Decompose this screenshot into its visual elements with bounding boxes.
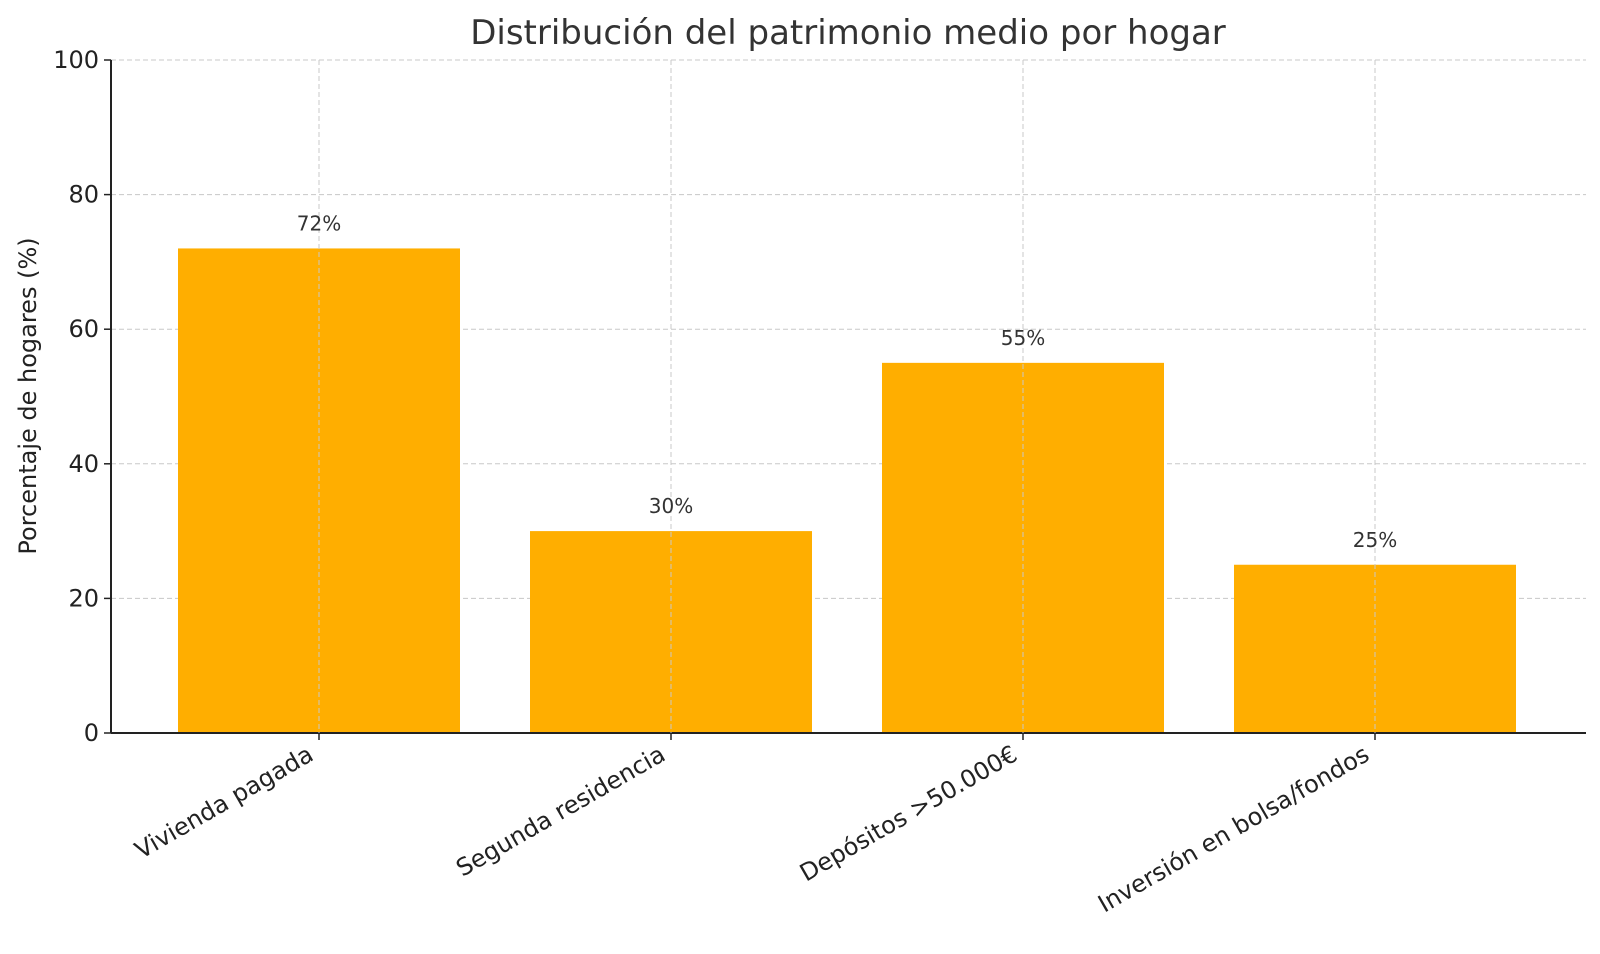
- x-tick-label-3: Inversión en bolsa/fondos: [1093, 740, 1374, 918]
- y-tick-label-5: 100: [53, 46, 99, 74]
- data-label-3: 25%: [1353, 528, 1397, 552]
- chart-title: Distribución del patrimonio medio por ho…: [470, 13, 1226, 53]
- y-tick-label-2: 40: [68, 450, 99, 478]
- y-tick-label-0: 0: [84, 719, 99, 747]
- y-axis-label: Porcentaje de hogares (%): [14, 237, 42, 554]
- x-tick-label-0: Vivienda pagada: [130, 740, 318, 865]
- bars-layer: [178, 248, 1516, 733]
- axes-layer: [110, 60, 1586, 734]
- data-label-1: 30%: [649, 494, 693, 518]
- data-label-2: 55%: [1001, 326, 1045, 350]
- x-ticks: Vivienda pagada Segunda residencia Depósit…: [130, 733, 1376, 918]
- y-tick-label-3: 60: [68, 315, 99, 343]
- y-tick-label-4: 80: [68, 181, 99, 209]
- x-tick-label-2: Depósitos >50.000€: [795, 740, 1022, 887]
- data-label-0: 72%: [297, 211, 341, 235]
- y-ticks: 0 20 40 60 80 100: [53, 46, 111, 747]
- y-tick-label-1: 20: [68, 584, 99, 612]
- x-tick-label-1: Segunda residencia: [451, 740, 670, 882]
- grid-layer: [111, 59, 1586, 599]
- data-labels: 72% 30% 55% 25%: [297, 60, 1397, 733]
